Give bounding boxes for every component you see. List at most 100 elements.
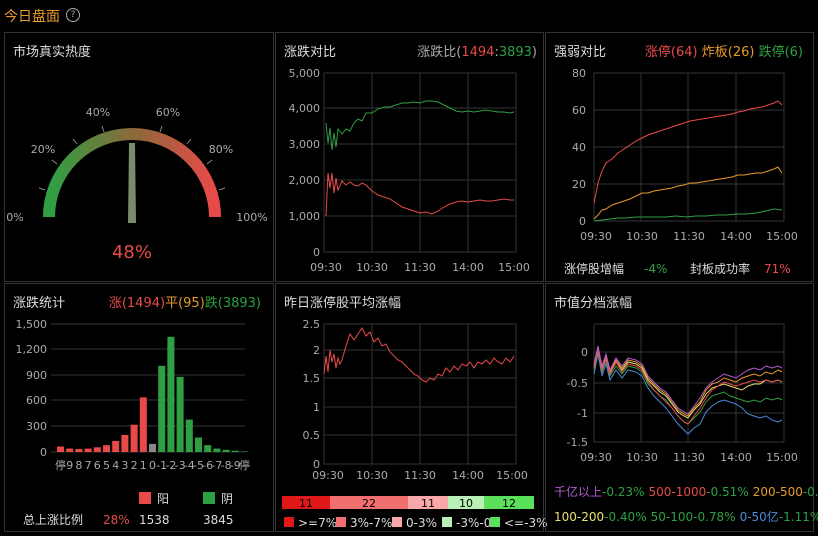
updown-xtick: 11:30 [404,261,436,274]
yin-label: 阴 [221,492,233,506]
stats-xtick: 3 [121,459,128,472]
limit-up-line [593,100,783,204]
strength-xtick: 15:00 [766,230,798,243]
mcap-legend-label: 200-500 [752,485,803,499]
mcap-ytick: -0.5 [567,377,588,390]
stats-xtick: 8 [75,459,82,472]
updown-up-line [325,100,515,151]
yesterday-ytick: 1.5 [303,372,321,385]
mcap-line-2 [593,349,783,425]
mcap-xtick: 09:30 [580,451,612,464]
strength-title: 强弱对比 [554,45,607,60]
histo-bar [167,336,175,452]
dist-label-1: >=7% [298,516,337,530]
yesterday-panel: 昨日涨停股平均涨幅 2.5 2 1.5 1 0.5 0 09:30 10:30 … [275,283,547,532]
ratio-value: 28% [103,513,130,527]
strength-panel: 强弱对比 涨停(64) 炸板(26) 跌停(6) 80 60 40 20 0 0… [545,32,814,282]
strength-ytick: 60 [572,104,586,117]
stat2-label: 封板成功率 [690,261,750,276]
stats-ytick: 600 [26,394,47,407]
stats-ytick: 0 [40,446,47,459]
mcap-legend-value: -0.51% [706,485,749,499]
dist-val-4: 10 [459,497,473,510]
stats-xtick: -8 [221,459,232,472]
help-icon[interactable]: ? [66,8,80,22]
stats-xtick: 7 [85,459,92,472]
strength-legend: 涨停(64) 炸板(26) 跌停(6) [644,45,803,60]
mcap-xtick: 15:00 [766,451,798,464]
dist-val-1: 11 [299,497,313,510]
stats-xtick: -2 [165,459,176,472]
stats-xtick: -3 [175,459,186,472]
yang-label: 阳 [157,492,169,506]
histo-bar [176,376,184,452]
mcap-xtick: 11:30 [673,451,705,464]
updown-title: 涨跌对比 [284,45,337,60]
strength-ytick: 20 [572,178,586,191]
histo-bar [121,434,129,452]
yin-swatch [203,492,215,504]
updown-ytick: 0 [313,246,320,259]
dist-label-2: 3%-7% [350,516,392,530]
dist-seg-4 [448,496,484,509]
heat-value: 48% [112,242,152,263]
strength-xtick: 14:00 [720,230,752,243]
yesterday-ytick: 0.5 [303,429,321,442]
histo-bar [130,424,138,452]
stats-xtick: 0 [149,459,156,472]
gauge-tick-60: 60% [156,106,180,119]
strength-ytick: 40 [572,141,586,154]
mcap-legend-value: -0.78% [693,510,736,524]
histo-bar [139,397,147,452]
dist-label-3: 0-3% [406,516,437,530]
updown-chart: 5,000 4,000 3,000 2,000 1,000 0 09:30 10… [289,67,530,274]
updown-ytick: 3,000 [289,138,321,151]
mcap-legend-value: -0.24% [802,485,818,499]
updown-xtick: 10:30 [356,261,388,274]
histo-bar [66,448,74,452]
mcap-xtick: 10:30 [626,451,658,464]
limit-down-line [593,208,783,222]
updown-ytick: 5,000 [289,67,321,80]
yesterday-line [323,327,515,383]
mcap-ytick: -1 [577,407,588,420]
dist-bar: 11 22 11 10 12 >=7% 3%-7% 0-3% -3%-0 <=-… [282,496,547,530]
yesterday-xtick: 10:30 [356,469,388,482]
yesterday-xtick: 11:30 [404,469,436,482]
histo-bar [84,448,92,452]
dist-swatch-3 [392,517,402,527]
dist-val-2: 22 [362,497,376,510]
mcap-chart: 0 -0.5 -1 -1.5 09:30 10:30 11:30 14:00 1… [567,323,798,464]
gauge-tick-0: 0% [6,211,23,224]
yesterday-ytick: 2.5 [303,318,321,331]
updown-xtick: 15:00 [498,261,530,274]
strength-ytick: 80 [572,67,586,80]
histo-bar [222,449,230,452]
histo-bar [195,437,202,452]
mcap-legend-label: 50-100 [650,510,694,524]
histo-bar [158,365,166,452]
yesterday-ytick: 0 [313,458,320,471]
strength-xtick: 09:30 [580,230,612,243]
mcap-legend-value: -0.40% [604,510,647,524]
mcap-title: 市值分档涨幅 [554,296,633,311]
stat1-value: -4% [644,262,667,276]
histo-bar [103,445,110,452]
updown-ytick: 2,000 [289,174,321,187]
yang-value: 1538 [139,513,170,527]
stats-xtick: 9 [66,459,73,472]
mcap-line-3 [593,347,783,417]
strength-xtick: 10:30 [626,230,658,243]
dist-swatch-4 [442,517,452,527]
stats-xtick: -6 [202,459,213,472]
mcap-legend-label: 500-1000 [648,485,707,499]
updown-panel: 涨跌对比 涨跌比(1494:3893) 5,000 4,000 3,000 2,… [275,32,544,282]
yesterday-ytick: 1 [313,401,320,414]
yin-value: 3845 [203,513,234,527]
stats-xtick: 2 [131,459,138,472]
updown-xtick: 14:00 [452,261,484,274]
stats-ytick: 1,200 [16,343,48,356]
stats-xtick: 停 [239,458,250,472]
mcap-panel: 市值分档涨幅 0 -0.5 -1 -1.5 09:30 10:30 11:30 … [545,283,818,532]
gauge-tick-40: 40% [86,106,110,119]
